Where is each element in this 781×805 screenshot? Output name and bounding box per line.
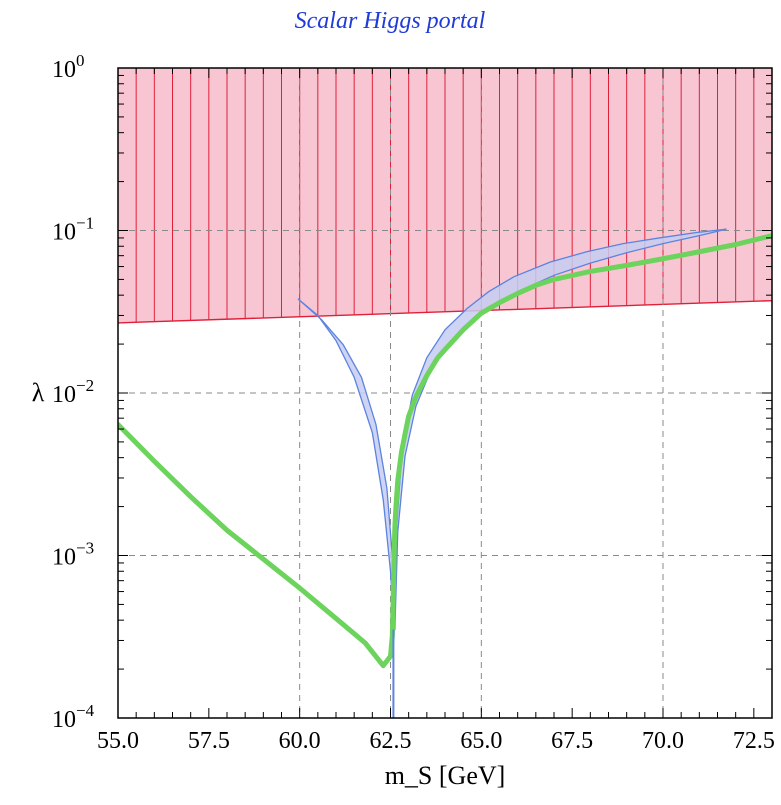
axis-labels: 55.0 57.5 60.0 62.5 65.0 67.5 70.0 72.5 100 10−1 1… <box>32 51 775 790</box>
y-axis-label: λ <box>32 378 45 407</box>
x-tick-label: 65.0 <box>460 728 502 754</box>
x-tick-label: 60.0 <box>279 728 321 754</box>
x-tick-label: 55.0 <box>97 728 139 754</box>
y-tick-label: 100 <box>52 51 85 83</box>
chart-title: Scalar Higgs portal <box>295 8 486 34</box>
plot-area <box>118 68 772 718</box>
plot-frame <box>117 67 773 719</box>
plot-clip-group <box>118 68 772 718</box>
y-tick-label: 10−4 <box>52 701 95 733</box>
x-tick-label: 62.5 <box>370 728 412 754</box>
blue-band-left <box>297 298 396 631</box>
x-tick-label: 70.0 <box>642 728 684 754</box>
green-line <box>118 233 772 669</box>
x-tick-label: 67.5 <box>551 728 593 754</box>
x-tick-label: 57.5 <box>188 728 230 754</box>
x-axis-label: m_S [GeV] <box>385 761 506 790</box>
y-tick-label: 10−3 <box>52 539 94 571</box>
x-tick-label: 72.5 <box>733 728 775 754</box>
y-tick-label: 10−2 <box>52 376 94 408</box>
y-tick-label: 10−1 <box>52 214 94 246</box>
